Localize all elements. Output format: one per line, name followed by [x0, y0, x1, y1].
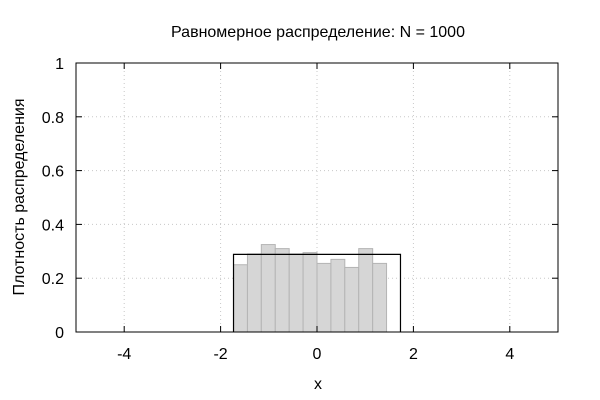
x-tick-label: -2 [213, 346, 227, 363]
histogram-bar [274, 248, 290, 333]
histogram-bar [246, 253, 262, 333]
x-tick-label: -4 [117, 346, 131, 363]
histogram-bar [302, 252, 318, 333]
x-tick-label: 0 [313, 346, 322, 363]
histogram-bar [358, 248, 374, 333]
histogram-bar [260, 244, 276, 333]
theoretical-density-line [232, 253, 402, 332]
y-tick-label: 0.6 [42, 164, 64, 181]
y-tick-label: 0.4 [42, 217, 64, 234]
histogram-bar [288, 253, 304, 333]
histogram-bar [330, 258, 346, 333]
histogram-bar [372, 262, 388, 333]
y-tick-label: 1 [55, 56, 64, 73]
y-axis-label: Плотность распределения [11, 98, 28, 295]
y-tick-label: 0.2 [42, 271, 64, 288]
x-tick-label: 4 [505, 346, 514, 363]
histogram-bar [316, 262, 332, 333]
y-tick-label: 0 [55, 325, 64, 342]
histogram-bar [344, 266, 360, 333]
x-tick-label: 2 [409, 346, 418, 363]
histogram-bars [233, 244, 388, 333]
y-tick-label: 0.8 [42, 110, 64, 127]
density-line-group [232, 253, 402, 332]
histogram-bar [233, 264, 248, 333]
axis-ticks: -4 -2 0 2 4 0 0.2 0.4 0.6 0.8 1 [42, 56, 558, 363]
chart-title: Равномерное распределение: N = 1000 [171, 24, 465, 41]
x-axis-label: x [314, 376, 322, 393]
